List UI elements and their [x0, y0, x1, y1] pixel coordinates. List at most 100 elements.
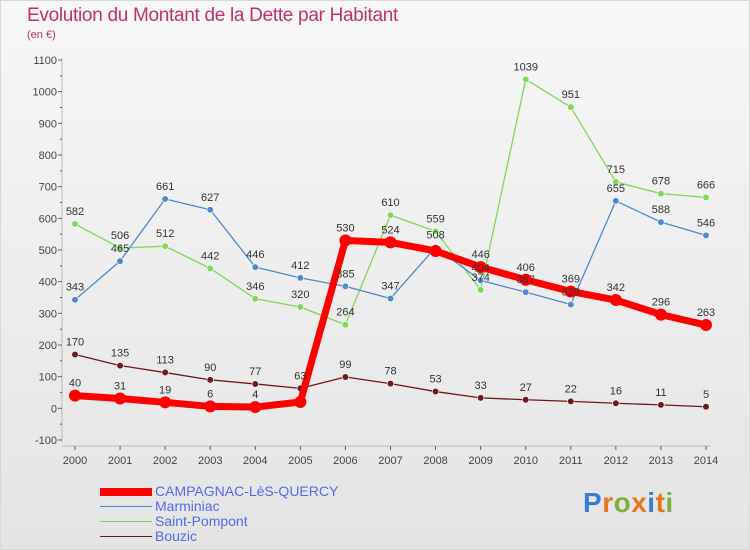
legend-label: Saint-Pompont — [155, 513, 248, 529]
x-tick-label: 2002 — [153, 455, 177, 467]
data-point-campagnac — [429, 244, 442, 257]
x-tick-label: 2009 — [468, 455, 492, 467]
data-point-marminiac — [116, 257, 124, 265]
data-label-saint-pompont: 1039 — [513, 61, 537, 73]
data-label-bouzic: 53 — [429, 374, 441, 386]
data-point-campagnac — [294, 396, 307, 408]
data-label-marminiac: 661 — [156, 181, 174, 193]
data-point-bouzic — [657, 401, 665, 409]
legend-swatch-saint-pompont — [100, 521, 152, 522]
data-label-marminiac: 588 — [652, 204, 670, 216]
data-label-marminiac: 446 — [246, 249, 264, 261]
data-point-saint-pompont — [341, 321, 350, 329]
x-tick-label: 2014 — [694, 455, 718, 467]
data-label-campagnac: 31 — [114, 381, 126, 393]
data-label-saint-pompont: 582 — [66, 206, 84, 218]
data-label-saint-pompont: 951 — [562, 89, 580, 101]
y-tick-label: 700 — [39, 182, 57, 194]
data-point-bouzic — [386, 380, 395, 388]
data-label-marminiac: 546 — [697, 217, 715, 229]
data-label-marminiac: 655 — [607, 183, 625, 195]
data-label-bouzic: 99 — [339, 359, 351, 371]
x-tick-label: 2004 — [243, 455, 267, 467]
data-point-marminiac — [251, 263, 259, 271]
proxiti-logo: Proxiti — [583, 487, 674, 519]
data-label-bouzic: 90 — [204, 362, 216, 374]
data-point-marminiac — [522, 288, 530, 296]
data-point-bouzic — [431, 387, 440, 396]
data-label-saint-pompont: 320 — [291, 289, 309, 301]
data-label-saint-pompont: 678 — [652, 176, 670, 188]
logo-letter: t — [655, 487, 666, 518]
y-tick-label: 1100 — [33, 55, 57, 67]
data-point-saint-pompont — [522, 75, 530, 83]
data-point-marminiac — [341, 282, 350, 291]
legend-swatch-campagnac — [100, 488, 152, 496]
data-label-campagnac: 369 — [562, 273, 580, 285]
y-tick-label: 0 — [51, 403, 57, 415]
data-label-bouzic: 27 — [520, 382, 532, 394]
x-tick-label: 2007 — [378, 455, 402, 467]
legend-item-bouzic: Bouzic — [100, 529, 338, 544]
legend-item-campagnac: CAMPAGNAC-LèS-QUERCY — [100, 484, 338, 499]
data-point-saint-pompont — [206, 264, 214, 272]
logo-letter: x — [631, 487, 648, 518]
data-point-campagnac — [609, 294, 622, 307]
legend-item-saint-pompont: Saint-Pompont — [100, 514, 338, 529]
data-label-marminiac: 343 — [66, 282, 84, 294]
data-label-bouzic: 33 — [475, 380, 487, 392]
x-tick-label: 2005 — [288, 455, 312, 467]
x-tick-label: 2012 — [604, 455, 628, 467]
data-point-marminiac — [161, 195, 169, 203]
data-label-saint-pompont: 512 — [156, 228, 174, 240]
data-point-campagnac — [564, 285, 577, 298]
data-label-saint-pompont: 346 — [246, 281, 264, 293]
x-tick-label: 2001 — [108, 455, 132, 467]
data-label-saint-pompont: 559 — [426, 213, 444, 225]
data-point-saint-pompont — [386, 211, 395, 219]
y-tick-label: 400 — [39, 277, 57, 289]
data-point-marminiac — [206, 206, 214, 214]
x-tick-label: 2006 — [333, 455, 357, 467]
data-label-campagnac: 40 — [69, 378, 81, 390]
data-point-campagnac — [339, 234, 352, 247]
data-label-bouzic: 113 — [156, 355, 174, 367]
data-point-bouzic — [206, 376, 214, 384]
y-tick-label: 600 — [39, 213, 57, 225]
legend-label: Bouzic — [155, 528, 198, 544]
data-point-marminiac — [612, 197, 620, 205]
data-point-saint-pompont — [657, 190, 665, 198]
data-label-bouzic: 5 — [703, 389, 709, 401]
data-label-bouzic: 77 — [249, 366, 261, 378]
data-label-marminiac: 328 — [562, 286, 580, 298]
data-label-campagnac: 446 — [471, 249, 489, 261]
data-point-marminiac — [567, 300, 575, 309]
data-point-marminiac — [386, 294, 395, 303]
data-label-campagnac: 296 — [652, 297, 670, 309]
data-point-bouzic — [116, 361, 124, 370]
data-label-marminiac: 367 — [517, 274, 535, 286]
data-point-saint-pompont — [251, 295, 259, 303]
data-label-campagnac: 19 — [159, 384, 171, 396]
data-point-saint-pompont — [71, 220, 79, 228]
data-point-saint-pompont — [116, 244, 124, 252]
data-label-marminiac: 347 — [381, 280, 399, 292]
data-label-bouzic: 16 — [610, 385, 622, 397]
data-point-bouzic — [522, 396, 530, 404]
data-label-campagnac: 406 — [517, 262, 535, 274]
chart-subtitle: (en €) — [27, 29, 56, 41]
logo-letter: i — [665, 487, 674, 518]
data-point-saint-pompont — [612, 178, 620, 186]
data-point-marminiac — [71, 296, 79, 304]
data-label-marminiac: 385 — [336, 268, 354, 280]
data-point-campagnac — [249, 401, 262, 414]
data-point-campagnac — [384, 236, 397, 249]
data-label-campagnac: 530 — [336, 223, 354, 235]
data-label-bouzic: 135 — [111, 348, 129, 360]
data-point-marminiac — [477, 276, 485, 285]
data-point-saint-pompont — [296, 303, 304, 311]
data-point-bouzic — [702, 403, 710, 411]
data-point-bouzic — [341, 373, 350, 381]
